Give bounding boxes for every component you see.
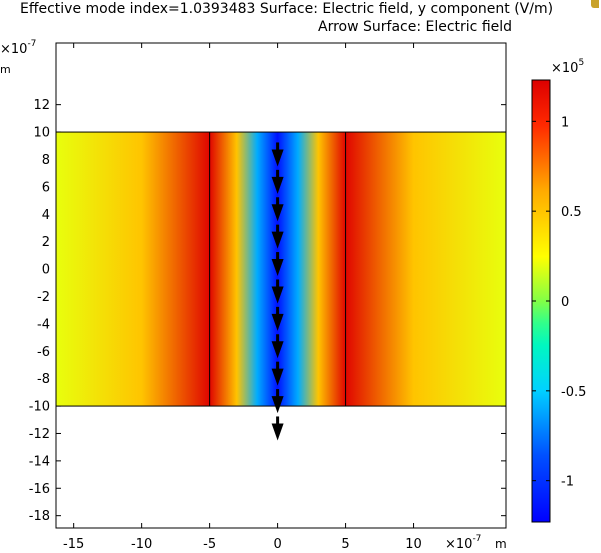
y-tick-label: -8 <box>37 372 50 387</box>
y-axis-exponent-power: -7 <box>27 39 36 49</box>
x-tick-label: -5 <box>203 537 216 552</box>
field-arrow-head <box>271 231 284 249</box>
field-arrow-head <box>271 149 284 167</box>
field-group <box>55 131 507 407</box>
field-arrow-head <box>271 176 284 194</box>
x-tick-label: -15 <box>63 537 84 552</box>
field-arrow-head <box>271 259 284 277</box>
y-tick-label: -2 <box>37 290 50 305</box>
field-arrow-head <box>271 341 284 359</box>
x-tick-label: 10 <box>405 537 422 552</box>
y-tick-label: 10 <box>33 126 50 141</box>
field-arrow-head <box>271 286 284 304</box>
y-tick-label: 0 <box>42 263 50 278</box>
x-axis-unit: m <box>495 537 507 551</box>
plot-title-line2: Arrow Surface: Electric field <box>318 19 513 35</box>
y-tick-label: -6 <box>37 345 50 360</box>
field-arrow-head <box>271 313 284 331</box>
y-tick-label: 2 <box>42 235 50 250</box>
colorbar-exponent: ×105 <box>551 58 584 76</box>
y-tick-label: -4 <box>37 317 50 332</box>
axes-group: 12 10 8 6 4 2 0 -2 -4 -6 -8 -10 -12 -14 -16 -18 -15 -10 -5… <box>0 39 507 552</box>
y-tick-label: 12 <box>33 98 50 113</box>
field-surface <box>55 131 507 407</box>
field-arrow-head <box>271 396 284 414</box>
y-tick-label: -14 <box>29 454 50 469</box>
x-tick-label: -10 <box>131 537 152 552</box>
y-axis-exponent: ×10-7 <box>0 39 36 57</box>
y-tick-label: -18 <box>29 509 50 524</box>
y-tick-label: 6 <box>42 180 50 195</box>
y-tick-label: -10 <box>29 400 50 415</box>
field-arrow-head <box>271 368 284 386</box>
colorbar-tick-label: 1 <box>561 115 569 130</box>
x-axis-exponent-power: -7 <box>472 534 481 544</box>
colorbar-group: 1 0.5 0 -0.5 -1 ×105 <box>531 58 586 523</box>
colorbar-tick-label: 0 <box>561 295 569 310</box>
logo-mark <box>591 0 599 8</box>
colorbar-exponent-power: 5 <box>578 58 584 68</box>
arrows-group <box>271 142 284 441</box>
y-tick-label: -16 <box>29 482 50 497</box>
x-axis-exponent: ×10-7 <box>445 534 481 552</box>
x-tick-label: 5 <box>341 537 349 552</box>
x-tick-label: 0 <box>273 537 281 552</box>
y-tick-label: 8 <box>42 153 50 168</box>
colorbar-tick-label: -0.5 <box>561 385 586 400</box>
y-tick-label: 4 <box>42 208 50 223</box>
plot-title-line1: Effective mode index=1.0393483 Surface: … <box>20 1 554 17</box>
field-arrow-head <box>271 204 284 222</box>
field-arrow-head <box>271 423 284 441</box>
y-axis-unit: m <box>0 63 11 76</box>
colorbar-tick-label: -1 <box>561 475 574 490</box>
colorbar-tick-label: 0.5 <box>561 205 582 220</box>
y-tick-label: -12 <box>29 427 50 442</box>
